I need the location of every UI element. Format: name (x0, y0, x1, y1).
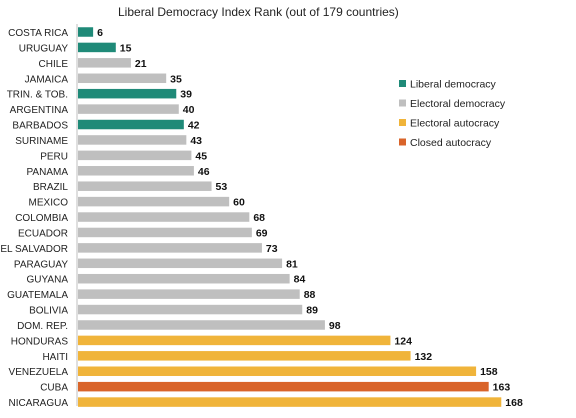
value-label: 68 (253, 212, 265, 224)
category-label: PARAGUAY (14, 259, 68, 270)
bar (78, 273, 290, 284)
category-label: SURINAME (15, 136, 68, 147)
bar (78, 135, 187, 145)
category-label: VENEZUELA (9, 367, 69, 378)
bar (78, 289, 300, 299)
bar (78, 196, 230, 207)
value-label: 53 (216, 181, 228, 193)
value-label: 42 (188, 120, 200, 132)
bar (78, 88, 177, 99)
legend-swatch (399, 99, 406, 107)
bar (78, 304, 303, 315)
value-label: 89 (306, 305, 318, 317)
category-label: BARBADOS (12, 121, 68, 132)
category-label: CUBA (40, 383, 68, 394)
value-label: 84 (294, 274, 306, 286)
bar (78, 166, 194, 176)
bar (78, 181, 212, 191)
category-label: BRAZIL (33, 182, 68, 193)
category-label: JAMAICA (25, 74, 69, 85)
bar (78, 366, 477, 376)
category-label: PANAMA (27, 167, 69, 178)
category-label: BOLIVIA (29, 306, 68, 317)
category-label: MEXICO (29, 198, 69, 209)
value-label: 39 (180, 89, 192, 101)
legend-label: Electoral democracy (410, 98, 506, 110)
value-label: 88 (304, 289, 316, 301)
category-label: EL SALVADOR (0, 244, 68, 255)
bar (78, 351, 411, 361)
value-label: 35 (170, 73, 182, 85)
bar (78, 27, 94, 37)
category-label: HONDURAS (11, 336, 69, 347)
value-label: 60 (233, 197, 245, 209)
category-label: PERU (40, 151, 68, 162)
bar (78, 335, 391, 346)
value-label: 163 (493, 382, 511, 394)
bar (78, 243, 262, 253)
value-label: 168 (505, 397, 523, 409)
category-label: ARGENTINA (10, 105, 69, 116)
bar (78, 150, 192, 161)
category-label: ECUADOR (18, 228, 68, 239)
bar (78, 227, 252, 238)
chart-title: Liberal Democracy Index Rank (out of 179… (118, 5, 399, 19)
value-label: 6 (97, 27, 103, 39)
value-label: 45 (195, 150, 207, 162)
value-label: 40 (183, 104, 195, 116)
bar (78, 258, 283, 269)
category-label: TRIN. & TOB. (7, 90, 68, 101)
bar (78, 381, 489, 392)
legend-swatch (399, 80, 406, 87)
bar (78, 104, 179, 114)
category-label: GUATEMALA (7, 290, 68, 301)
legend-label: Liberal democracy (410, 79, 497, 91)
category-label: CHILE (39, 59, 69, 70)
value-label: 15 (120, 42, 132, 54)
legend-swatch (399, 138, 406, 146)
value-label: 43 (190, 135, 202, 147)
category-label: NICARAGUA (9, 398, 69, 409)
bar (78, 58, 131, 68)
bar (78, 212, 250, 222)
bar (78, 119, 184, 130)
value-label: 158 (480, 366, 498, 378)
category-label: COLOMBIA (15, 213, 68, 224)
bar (78, 73, 167, 84)
category-label: HAITI (42, 352, 68, 363)
category-label: DOM. REP. (17, 321, 68, 332)
bar (78, 397, 502, 407)
value-label: 21 (135, 58, 147, 70)
legend-label: Electoral autocracy (410, 118, 500, 130)
category-label: COSTA RICA (8, 28, 68, 39)
legend-swatch (399, 119, 406, 126)
value-label: 69 (256, 227, 268, 239)
value-label: 124 (394, 335, 412, 347)
legend-label: Closed autocracy (410, 137, 492, 149)
bar (78, 320, 325, 330)
category-label: GUYANA (27, 275, 69, 286)
value-label: 98 (329, 320, 341, 332)
value-label: 46 (198, 166, 210, 178)
category-label: URUGUAY (19, 43, 69, 54)
bar (78, 42, 116, 53)
value-label: 81 (286, 258, 298, 270)
value-label: 73 (266, 243, 278, 255)
value-label: 132 (415, 351, 433, 363)
